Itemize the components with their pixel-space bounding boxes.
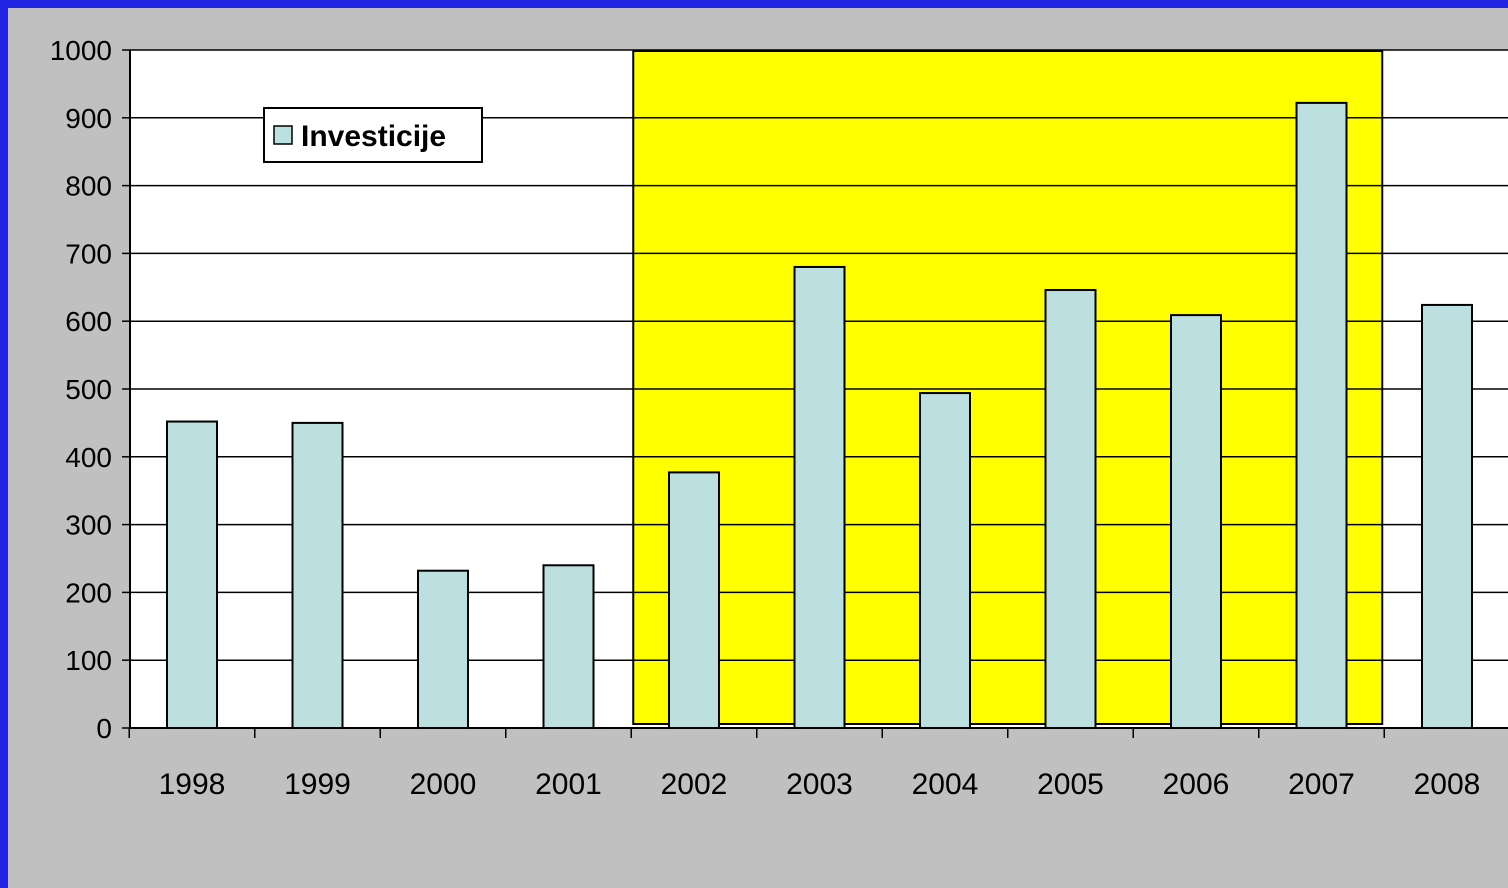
legend-label: Investicije <box>301 120 446 153</box>
y-tick-label: 0 <box>96 713 112 744</box>
x-tick-label: 2004 <box>912 768 979 801</box>
highlight-region <box>632 50 1384 725</box>
y-tick-label: 500 <box>65 374 112 405</box>
legend: Investicije <box>263 107 483 163</box>
x-tick-label: 2003 <box>786 768 853 801</box>
y-tick-label: 200 <box>65 577 112 608</box>
bar <box>1295 101 1348 730</box>
bar <box>166 420 218 729</box>
bar <box>1044 289 1097 729</box>
x-tick-label: 2005 <box>1037 768 1104 801</box>
y-tick-label: 900 <box>65 103 112 134</box>
bar <box>793 265 846 729</box>
x-tick-label: 1999 <box>284 768 351 801</box>
bar-chart: 0 100 200 300 400 500 600 700 800 900 1000 1998 1999… <box>50 35 1508 801</box>
y-tick-label: 700 <box>65 238 112 269</box>
x-tick-label: 2007 <box>1288 768 1355 801</box>
bar <box>1170 314 1222 729</box>
y-tick-label: 100 <box>65 645 112 676</box>
bar <box>919 392 971 729</box>
x-tick-label: 2001 <box>535 768 602 801</box>
bar <box>668 471 720 730</box>
x-tick-label: 2002 <box>661 768 728 801</box>
x-tick-label: 2006 <box>1163 768 1230 801</box>
legend-box <box>263 107 483 163</box>
slide-background: 0 100 200 300 400 500 600 700 800 900 1000 1998 1999… <box>8 8 1508 888</box>
x-tick-label: 2008 <box>1414 768 1481 801</box>
bar <box>291 421 344 729</box>
bar <box>542 564 595 730</box>
x-tick-label: 1998 <box>159 768 226 801</box>
legend-swatch <box>273 125 293 145</box>
y-tick-label: 600 <box>65 306 112 337</box>
y-tick-label: 800 <box>65 171 112 202</box>
bar <box>1421 303 1473 729</box>
x-tick-label: 2000 <box>410 768 477 801</box>
y-tick-label: 300 <box>65 510 112 541</box>
y-tick-label: 400 <box>65 442 112 473</box>
y-tick-label: 1000 <box>50 35 112 66</box>
bar <box>417 569 469 729</box>
